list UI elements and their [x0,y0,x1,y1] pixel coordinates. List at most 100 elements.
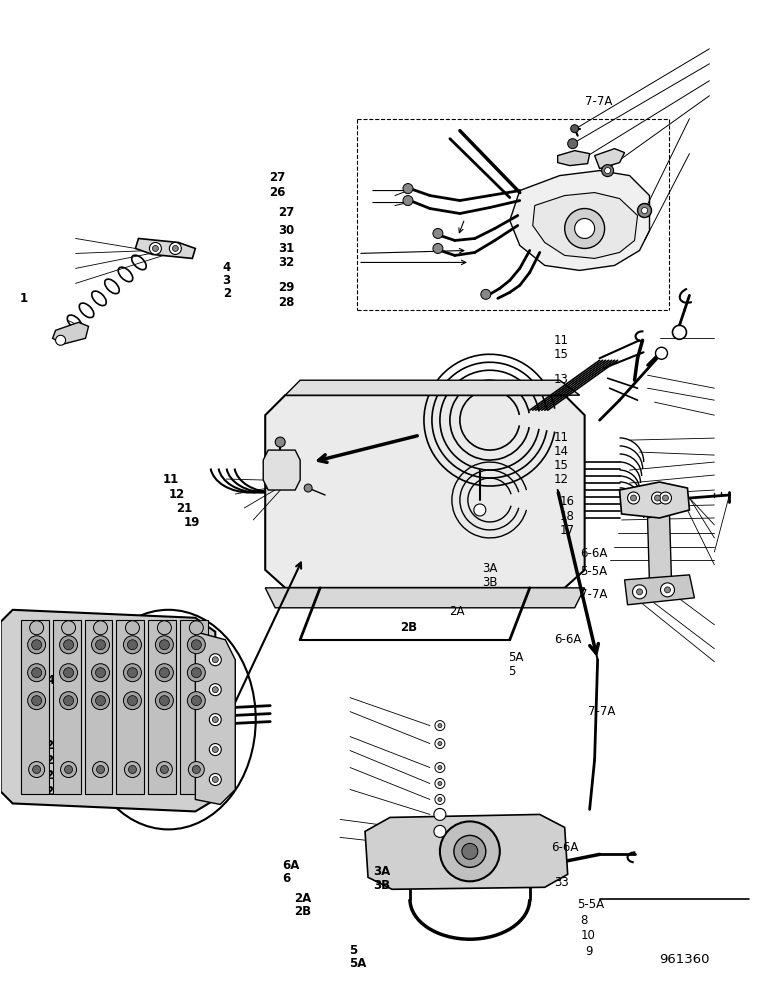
Circle shape [155,664,174,682]
Polygon shape [266,588,584,608]
Circle shape [209,774,222,785]
Circle shape [191,668,201,678]
Circle shape [434,825,446,837]
Bar [21,620,49,794]
Circle shape [188,692,205,710]
Circle shape [192,766,201,774]
Circle shape [124,692,141,710]
Circle shape [159,640,169,650]
Text: 29: 29 [278,281,294,294]
Circle shape [150,242,161,254]
Text: 14: 14 [554,445,569,458]
Circle shape [152,245,158,251]
Text: 3A: 3A [482,562,498,575]
Text: 6-6A: 6-6A [554,633,581,646]
Text: 11: 11 [554,431,569,444]
Circle shape [29,621,43,635]
Circle shape [637,589,642,595]
Circle shape [189,621,203,635]
Circle shape [188,664,205,682]
Text: 961360: 961360 [659,953,710,966]
Circle shape [127,640,137,650]
Circle shape [93,621,107,635]
Text: 18: 18 [560,510,575,523]
Circle shape [32,640,42,650]
Circle shape [659,492,672,504]
Polygon shape [195,632,235,804]
Text: 16: 16 [560,495,575,508]
Text: 6-6A: 6-6A [581,547,608,560]
Circle shape [28,692,46,710]
Circle shape [93,762,109,777]
Text: 7-7A: 7-7A [581,588,608,601]
Circle shape [155,636,174,654]
Text: 21: 21 [176,502,193,515]
Circle shape [59,664,77,682]
Circle shape [161,766,168,774]
Circle shape [454,835,486,867]
Circle shape [92,636,110,654]
Circle shape [574,219,594,238]
Text: 33: 33 [554,876,569,889]
Text: 5-5A: 5-5A [581,565,608,578]
Circle shape [632,585,646,599]
Circle shape [96,668,106,678]
Circle shape [212,657,218,663]
Text: 24: 24 [39,674,56,687]
Circle shape [438,742,442,746]
Circle shape [188,636,205,654]
Circle shape [128,766,137,774]
Text: 23: 23 [46,785,62,798]
Text: 5-5A: 5-5A [577,898,604,911]
Circle shape [62,621,76,635]
Circle shape [435,794,445,804]
Text: 9: 9 [585,945,592,958]
Circle shape [435,763,445,773]
Circle shape [655,495,661,501]
Circle shape [155,692,174,710]
Circle shape [435,739,445,749]
Circle shape [642,208,648,214]
Text: 12: 12 [554,473,569,486]
Circle shape [628,492,639,504]
Polygon shape [135,238,195,258]
Circle shape [631,495,637,501]
Circle shape [435,721,445,731]
Text: 11: 11 [554,334,569,347]
Circle shape [63,668,73,678]
Circle shape [96,696,106,706]
Polygon shape [1,610,215,811]
Text: 2A: 2A [294,892,312,905]
Text: 2B: 2B [400,621,417,634]
Text: 6: 6 [282,872,290,885]
Circle shape [188,762,205,777]
Polygon shape [365,814,567,889]
Circle shape [191,640,201,650]
Circle shape [655,347,668,359]
Text: 13: 13 [554,373,569,386]
Circle shape [157,621,171,635]
Circle shape [433,243,443,253]
Circle shape [564,209,604,248]
Circle shape [159,696,169,706]
Circle shape [96,766,104,774]
Text: 27: 27 [278,206,294,219]
Circle shape [32,696,42,706]
Text: 12: 12 [169,488,185,501]
Text: 8: 8 [581,914,587,927]
Text: 3: 3 [222,274,231,287]
Text: 6-6A: 6-6A [551,841,578,854]
Circle shape [438,724,442,728]
Circle shape [172,245,178,251]
Circle shape [127,668,137,678]
Circle shape [212,687,218,693]
Text: 5A: 5A [508,651,523,664]
Text: 4: 4 [222,261,231,274]
Polygon shape [263,450,300,490]
Circle shape [438,781,442,785]
Circle shape [32,668,42,678]
Circle shape [124,762,141,777]
Text: 1: 1 [20,292,28,305]
Circle shape [481,289,491,299]
Polygon shape [648,514,672,585]
